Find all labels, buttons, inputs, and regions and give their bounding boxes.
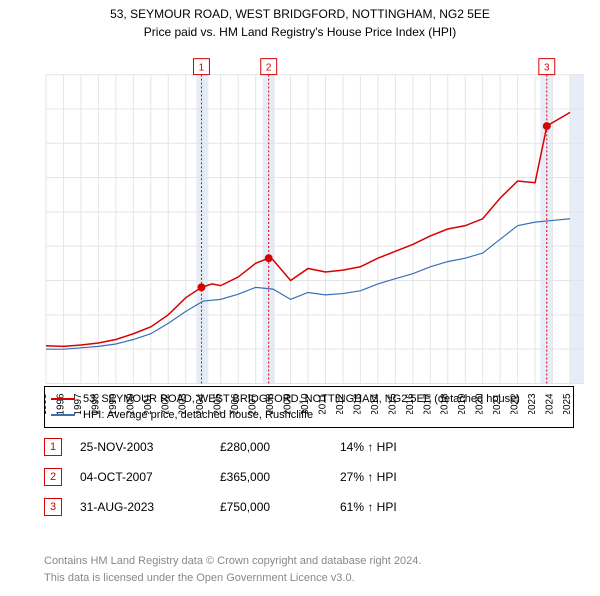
- legend-item: HPI: Average price, detached house, Rush…: [51, 407, 567, 423]
- sale-row: 1 25-NOV-2003£280,00014% ↑ HPI: [44, 432, 397, 462]
- legend-swatch: [51, 398, 75, 400]
- sale-pct-vs-hpi: 61% ↑ HPI: [340, 500, 397, 514]
- sale-events: 1 25-NOV-2003£280,00014% ↑ HPI 2 04-OCT-200…: [44, 432, 397, 522]
- chart-subtitle: Price paid vs. HM Land Registry's House …: [0, 25, 600, 39]
- sale-row: 2 04-OCT-2007£365,00027% ↑ HPI: [44, 462, 397, 492]
- sale-row: 3 31-AUG-2023£750,00061% ↑ HPI: [44, 492, 397, 522]
- sale-price: £750,000: [220, 500, 340, 514]
- sale-price: £280,000: [220, 440, 340, 454]
- legend: 53, SEYMOUR ROAD, WEST BRIDGFORD, NOTTIN…: [44, 386, 574, 428]
- legend-label: HPI: Average price, detached house, Rush…: [83, 409, 313, 421]
- legend-label: 53, SEYMOUR ROAD, WEST BRIDGFORD, NOTTIN…: [83, 393, 520, 405]
- sale-price: £365,000: [220, 470, 340, 484]
- sale-marker: 1: [44, 438, 62, 456]
- chart-area: £0£100K£200K£300K£400K£500K£600K£700K£80…: [44, 56, 584, 366]
- footer-attribution: Contains HM Land Registry data © Crown c…: [44, 553, 421, 586]
- sale-marker: 3: [44, 498, 62, 516]
- sale-pct-vs-hpi: 14% ↑ HPI: [340, 440, 397, 454]
- sale-date: 25-NOV-2003: [80, 440, 220, 454]
- legend-item: 53, SEYMOUR ROAD, WEST BRIDGFORD, NOTTIN…: [51, 391, 567, 407]
- sale-date: 31-AUG-2023: [80, 500, 220, 514]
- sale-marker: 2: [44, 468, 62, 486]
- sale-date: 04-OCT-2007: [80, 470, 220, 484]
- line-chart: £0£100K£200K£300K£400K£500K£600K£700K£80…: [44, 56, 586, 414]
- footer-line-2: This data is licensed under the Open Gov…: [44, 570, 421, 587]
- chart-container: 53, SEYMOUR ROAD, WEST BRIDGFORD, NOTTIN…: [0, 6, 600, 596]
- chart-title: 53, SEYMOUR ROAD, WEST BRIDGFORD, NOTTIN…: [0, 6, 600, 23]
- svg-text:3: 3: [544, 63, 550, 74]
- legend-swatch: [51, 414, 75, 416]
- svg-text:1: 1: [199, 63, 205, 74]
- footer-line-1: Contains HM Land Registry data © Crown c…: [44, 553, 421, 570]
- svg-text:2: 2: [266, 63, 272, 74]
- sale-pct-vs-hpi: 27% ↑ HPI: [340, 470, 397, 484]
